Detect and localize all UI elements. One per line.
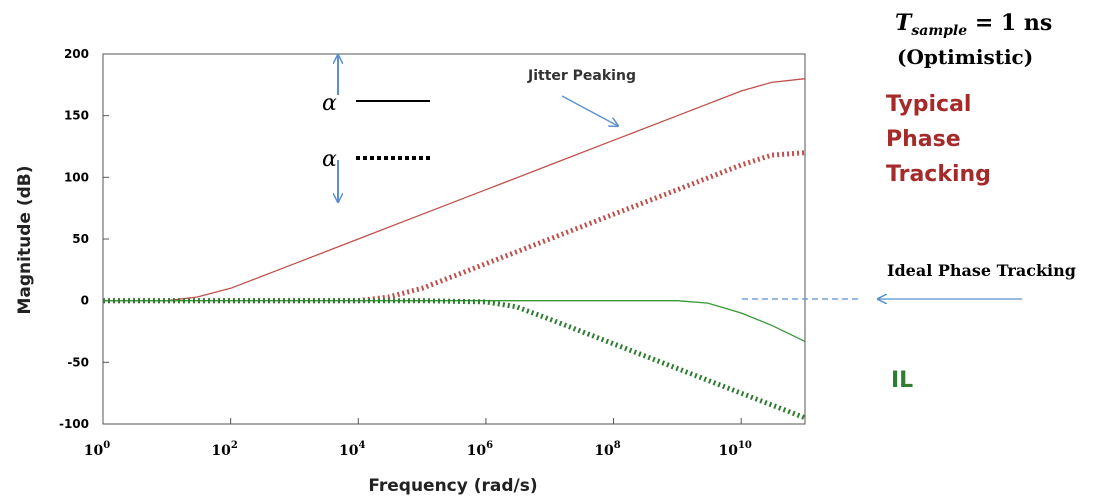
t-sample-symbol: T — [895, 10, 913, 36]
x-tick-label: 102 — [211, 440, 237, 459]
jitter-peaking-arrow-icon — [561, 95, 618, 126]
typical-label-line2: Phase — [886, 127, 961, 152]
y-axis: 200 150 100 50 0 -50 -100 — [59, 47, 109, 431]
x-tick-label: 1010 — [718, 440, 751, 459]
x-tick-label: 104 — [339, 440, 365, 459]
x-tick-base: 10 — [339, 443, 359, 459]
jitter-peaking-label: Jitter Peaking — [527, 68, 636, 84]
x-tick-exponent: 4 — [359, 440, 366, 451]
x-tick-exponent: 6 — [486, 440, 493, 451]
x-tick-base: 10 — [467, 443, 487, 459]
y-tick-label: 0 — [81, 294, 89, 308]
ideal-phase-label: Ideal Phase Tracking — [887, 261, 1076, 280]
series-group — [103, 78, 806, 421]
x-tick-label: 106 — [467, 440, 493, 459]
x-tick-base: 10 — [84, 443, 104, 459]
y-tick-label: 150 — [64, 109, 89, 123]
legend-alpha-up: α — [322, 91, 337, 116]
t-sample-subscript: sample — [911, 23, 967, 39]
series-line-2 — [103, 150, 806, 304]
t-sample-label: Tsample = 1 ns — [895, 10, 1052, 39]
x-tick-label: 108 — [594, 440, 620, 459]
x-tick-exponent: 8 — [614, 440, 621, 451]
x-axis-title: Frequency (rad/s) — [368, 476, 537, 496]
x-tick-base: 10 — [718, 443, 738, 459]
y-tick-label: 50 — [72, 232, 89, 246]
y-tick-label: 200 — [64, 47, 89, 61]
y-tick-label: 100 — [64, 170, 89, 184]
typical-label-line1: Typical — [886, 92, 971, 117]
series-line-1 — [103, 78, 806, 302]
il-label: IL — [891, 368, 913, 393]
x-tick-label: 100 — [84, 440, 110, 459]
x-axis: 100 102 104 106 108 1010 — [84, 418, 752, 459]
x-tick-exponent: 10 — [738, 440, 752, 451]
legend: α α — [322, 55, 430, 202]
y-tick-label: -100 — [59, 417, 89, 431]
x-tick-base: 10 — [211, 443, 231, 459]
x-tick-exponent: 0 — [103, 440, 110, 451]
typical-label-line3: Tracking — [886, 162, 991, 187]
y-tick-label: -50 — [67, 355, 89, 369]
t-sample-value: = 1 ns — [967, 10, 1052, 36]
series-line-3 — [103, 300, 806, 342]
x-tick-base: 10 — [594, 443, 614, 459]
x-tick-exponent: 2 — [231, 440, 238, 451]
series-line-4 — [103, 298, 806, 421]
optimistic-label: (Optimistic) — [897, 45, 1033, 69]
plot-frame — [102, 53, 806, 425]
y-axis-title: Magnitude (dB) — [15, 166, 35, 315]
legend-alpha-down: α — [322, 147, 337, 172]
